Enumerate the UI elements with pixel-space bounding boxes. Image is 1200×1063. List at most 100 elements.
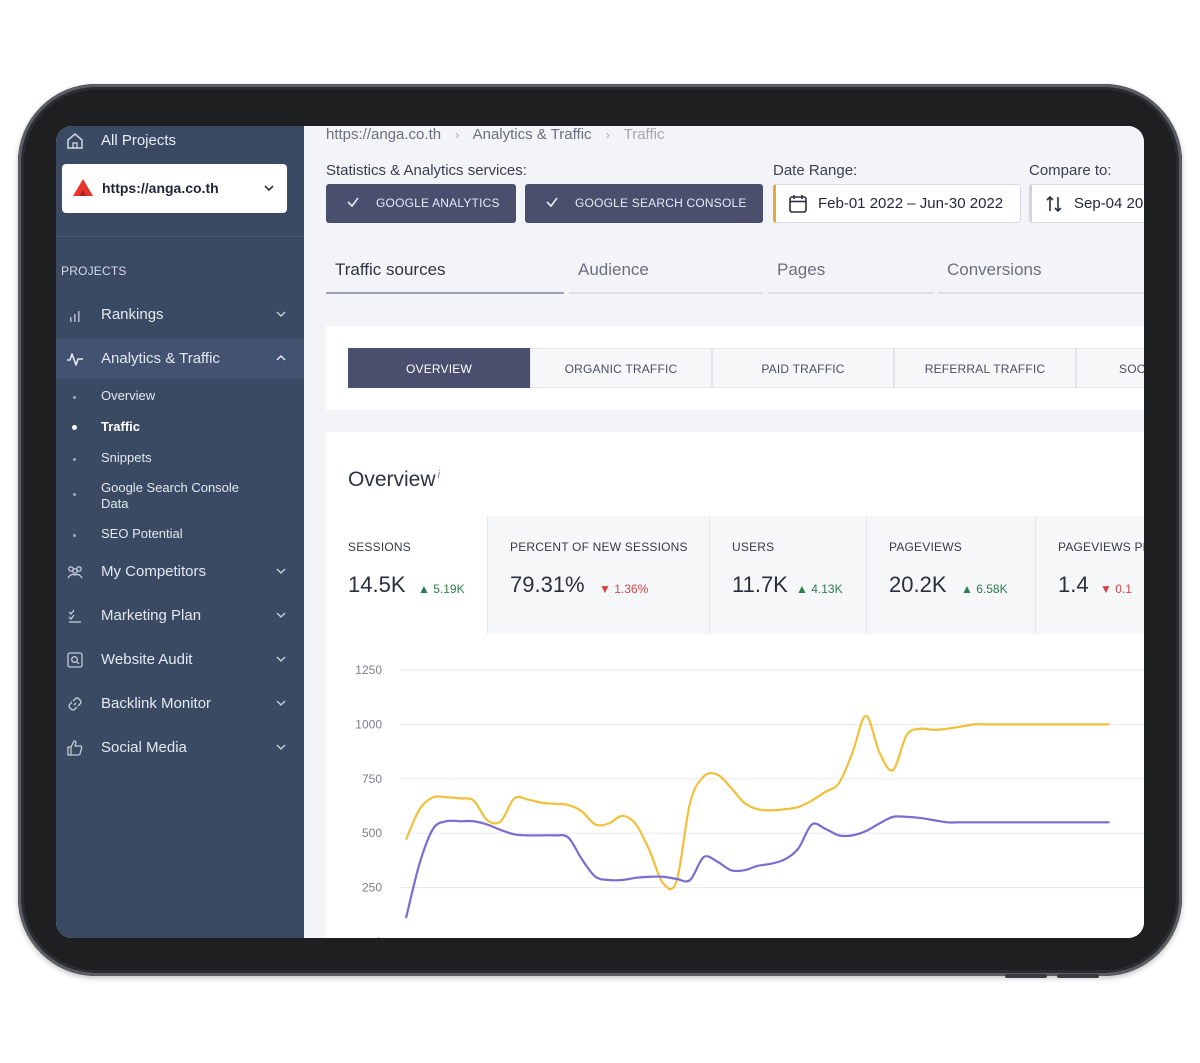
sidebar-divider: [56, 236, 304, 237]
breadcrumb-project[interactable]: https://anga.co.th: [326, 126, 442, 143]
tab-pages[interactable]: Pages: [768, 248, 933, 294]
chevron-down-icon: [276, 311, 286, 318]
y-tick-label: 250: [362, 881, 382, 895]
info-icon[interactable]: i: [437, 469, 440, 481]
screen: All Projects https://anga.co.th PROJECTS…: [56, 126, 1144, 938]
subtab-overview[interactable]: OVERVIEW: [348, 348, 530, 388]
sidebar-item-rankings[interactable]: Rankings: [56, 295, 304, 335]
metric-value: 79.31%: [510, 572, 585, 597]
metric-percent-new-sessions[interactable]: PERCENT OF NEW SESSIONS 79.31% ▼ 1.36%: [488, 516, 710, 634]
subtab-label: SOC: [1119, 362, 1144, 376]
subtab-organic-traffic[interactable]: ORGANIC TRAFFIC: [530, 348, 712, 388]
sidebar-item-label: My Competitors: [101, 563, 207, 580]
metric-sessions[interactable]: SESSIONS 14.5K ▲ 5.19K: [326, 516, 488, 634]
compare-value: Sep-04 20: [1074, 195, 1144, 212]
metric-delta: ▲ 5.19K: [418, 582, 465, 596]
subtab-referral-traffic[interactable]: REFERRAL TRAFFIC: [894, 348, 1076, 388]
breadcrumb-separator-icon: ›: [455, 128, 460, 142]
subtab-social[interactable]: SOC: [1076, 348, 1144, 388]
sidebar-item-label: Website Audit: [101, 651, 193, 668]
sidebar-item-website-audit[interactable]: Website Audit: [56, 640, 304, 680]
date-range-label: Date Range:: [773, 162, 858, 179]
home-icon: [67, 133, 83, 149]
sidebar-item-marketing-plan[interactable]: Marketing Plan: [56, 596, 304, 636]
sidebar-item-my-competitors[interactable]: My Competitors: [56, 552, 304, 592]
sidebar-subitem-snippets[interactable]: Snippets: [56, 450, 304, 468]
metric-pageviews-per-session[interactable]: PAGEVIEWS PE 1.4 ▼ 0.1: [1036, 516, 1144, 634]
date-range-picker[interactable]: Feb-01 2022 – Jun-30 2022: [773, 184, 1021, 223]
subtab-label: ORGANIC TRAFFIC: [564, 362, 678, 376]
check-icon: [546, 197, 558, 208]
chevron-down-icon: [276, 568, 286, 575]
y-tick-label: 0: [375, 935, 382, 938]
project-select[interactable]: https://anga.co.th: [62, 164, 287, 213]
compare-picker[interactable]: Sep-04 20: [1029, 184, 1144, 223]
sidebar-subitem-overview[interactable]: Overview: [56, 388, 304, 406]
metric-users[interactable]: USERS 11.7K ▲ 4.13K: [710, 516, 867, 634]
volume-down-button: [1005, 974, 1047, 978]
all-projects-label: All Projects: [101, 132, 177, 149]
link-icon: [68, 697, 82, 711]
projects-heading: PROJECTS: [61, 264, 127, 278]
date-range-value: Feb-01 2022 – Jun-30 2022: [818, 195, 1004, 212]
check-icon: [347, 197, 359, 208]
subitem-label: SEO Potential: [101, 526, 183, 541]
metric-pageviews[interactable]: PAGEVIEWS 20.2K ▲ 6.58K: [867, 516, 1036, 634]
bullet-icon: [73, 458, 76, 461]
metric-delta: ▼ 0.1: [1100, 582, 1132, 596]
chevron-down-icon: [264, 185, 274, 192]
breadcrumb-analytics[interactable]: Analytics & Traffic: [472, 126, 592, 143]
tab-conversions[interactable]: Conversions: [938, 248, 1144, 294]
metrics-row: SESSIONS 14.5K ▲ 5.19K PERCENT OF NEW SE…: [326, 516, 1144, 634]
google-search-console-button[interactable]: GOOGLE SEARCH CONSOLE: [525, 184, 763, 223]
metric-label: PAGEVIEWS PE: [1058, 540, 1144, 554]
chevron-down-icon: [276, 656, 286, 663]
metric-value: 14.5K: [348, 572, 406, 597]
sidebar-item-analytics-traffic[interactable]: Analytics & Traffic: [56, 339, 304, 379]
all-projects-link[interactable]: All Projects: [56, 126, 304, 156]
bar-chart-icon: [70, 311, 80, 322]
bullet-icon: [73, 493, 76, 496]
y-tick-label: 1000: [355, 717, 382, 731]
series-line-1: [404, 815, 1110, 919]
google-analytics-button[interactable]: GOOGLE ANALYTICS: [326, 184, 516, 223]
project-url: https://anga.co.th: [102, 180, 219, 196]
tabs: Traffic sources Audience Pages Conversio…: [326, 248, 1144, 294]
chevron-up-icon: [276, 354, 286, 361]
sidebar-item-social-media[interactable]: Social Media: [56, 728, 304, 768]
subitem-label: Google Search Console Data: [101, 480, 240, 511]
sidebar-item-backlink-monitor[interactable]: Backlink Monitor: [56, 684, 304, 724]
chevron-down-icon: [276, 744, 286, 751]
subitem-label: Traffic: [101, 419, 141, 434]
tab-label: Pages: [777, 260, 826, 279]
sidebar: All Projects https://anga.co.th PROJECTS…: [56, 126, 304, 938]
y-tick-label: 1250: [355, 663, 382, 677]
google-analytics-label: GOOGLE ANALYTICS: [376, 196, 500, 210]
breadcrumb-separator-icon: ›: [605, 128, 610, 142]
series-line-0: [404, 714, 1110, 891]
sidebar-item-label: Analytics & Traffic: [101, 350, 220, 367]
sidebar-item-label: Marketing Plan: [101, 607, 202, 624]
checklist-icon: [68, 609, 81, 623]
swap-arrows-icon: [1046, 195, 1062, 213]
tab-traffic-sources[interactable]: Traffic sources: [326, 248, 564, 294]
sidebar-subitem-gsc-data[interactable]: Google Search Console Data: [56, 480, 304, 514]
users-icon: [67, 566, 83, 579]
sessions-line-chart: 1250 1000 750 500 250 0: [355, 663, 1144, 938]
breadcrumb-current: Traffic: [623, 126, 665, 143]
sidebar-subitem-seo-potential[interactable]: SEO Potential: [56, 526, 304, 544]
google-search-console-label: GOOGLE SEARCH CONSOLE: [575, 196, 747, 210]
metric-delta: ▲ 6.58K: [961, 582, 1008, 596]
chevron-down-icon: [276, 700, 286, 707]
overview-title-text: Overview: [348, 468, 436, 491]
metric-value: 1.4: [1058, 572, 1089, 597]
services-label: Statistics & Analytics services:: [326, 162, 527, 179]
project-logo-icon: [73, 179, 93, 196]
tab-audience[interactable]: Audience: [569, 248, 763, 294]
metric-label: USERS: [732, 540, 775, 554]
thumbs-up-icon: [67, 740, 83, 756]
sidebar-subitem-traffic[interactable]: Traffic: [56, 419, 304, 437]
overview-card: Overview i SESSIONS 14.5K ▲ 5.19K PERCENT…: [326, 432, 1144, 938]
subtab-paid-traffic[interactable]: PAID TRAFFIC: [712, 348, 894, 388]
calendar-icon: [789, 195, 807, 213]
